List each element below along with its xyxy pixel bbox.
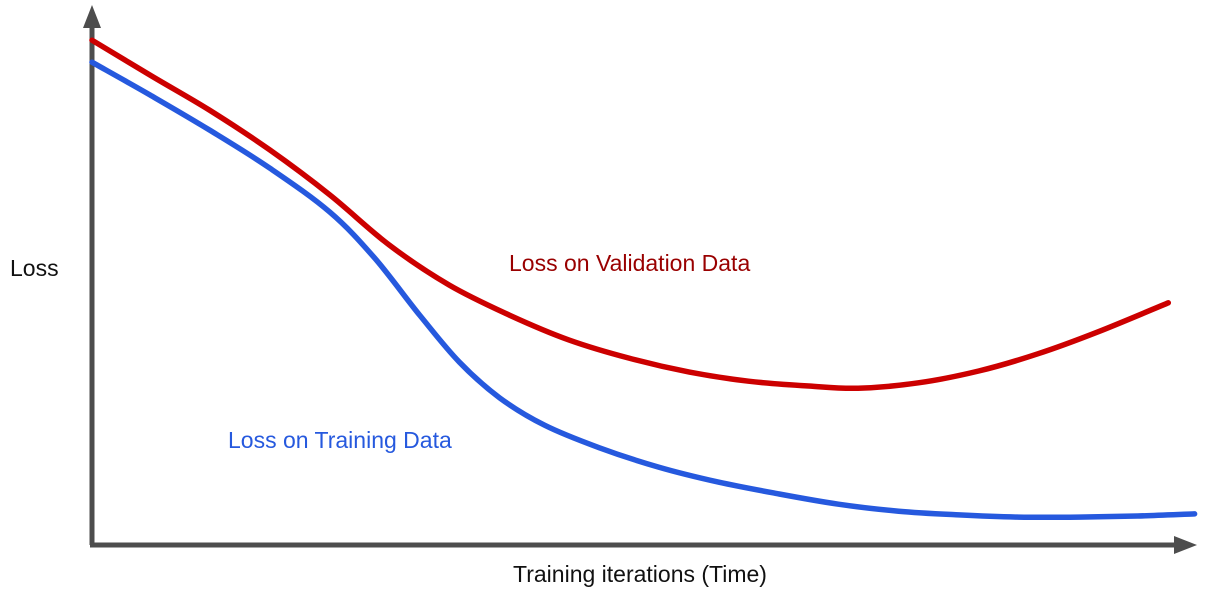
- validation-loss-curve: [89, 37, 1172, 392]
- training-loss-curve: [89, 59, 1198, 521]
- y-axis-arrowhead-icon: [83, 5, 101, 28]
- x-axis-label: Training iterations (Time): [513, 561, 767, 587]
- x-axis-arrowhead-icon: [1174, 536, 1197, 554]
- validation-curve-label: Loss on Validation Data: [509, 250, 751, 276]
- y-axis-label: Loss: [10, 255, 59, 281]
- training-curve-label: Loss on Training Data: [228, 427, 452, 453]
